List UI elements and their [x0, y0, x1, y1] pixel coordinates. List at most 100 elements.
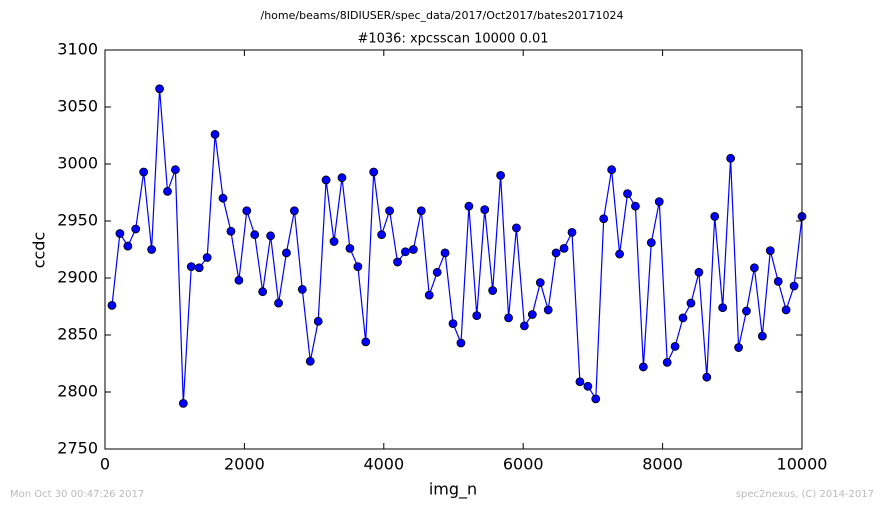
data-point [186, 262, 196, 272]
data-point [480, 205, 490, 215]
data-point [710, 212, 720, 221]
plot-frame [104, 49, 803, 450]
data-point [353, 262, 363, 272]
data-point [781, 305, 791, 315]
data-point [686, 298, 696, 308]
data-point [337, 173, 347, 183]
data-point [591, 394, 601, 404]
data-point [535, 278, 545, 287]
data-point [551, 248, 561, 258]
data-point [543, 305, 553, 315]
y-tick-label: 2750 [57, 439, 98, 458]
data-point [258, 287, 268, 297]
data-point [107, 300, 117, 310]
data-point [757, 331, 767, 341]
data-point [305, 356, 315, 366]
data-point [456, 338, 466, 348]
x-tick-label: 2000 [224, 455, 265, 474]
data-point [361, 337, 371, 347]
data-point [623, 189, 632, 199]
data-point [393, 257, 402, 267]
data-point [123, 241, 133, 251]
data-point [765, 246, 775, 256]
data-point [432, 267, 442, 277]
data-point [202, 253, 212, 262]
data-point [646, 238, 656, 248]
data-point [575, 377, 585, 387]
data-point [234, 275, 244, 285]
data-point [512, 223, 521, 233]
x-tick-label: 8000 [642, 455, 683, 474]
x-tick-label: 6000 [503, 455, 544, 474]
data-point [155, 84, 164, 94]
data-point [147, 245, 157, 254]
data-point [163, 186, 172, 196]
y-tick-label: 3050 [57, 97, 98, 116]
data-point [749, 263, 759, 273]
data-point [615, 249, 624, 259]
data-point [488, 286, 498, 295]
data-point [519, 321, 529, 331]
x-tick-label: 4000 [363, 455, 404, 474]
data-point [194, 263, 204, 273]
data-point [329, 237, 339, 246]
x-axis-label: img_n [429, 480, 477, 500]
data-point [369, 167, 379, 177]
data-point [670, 341, 680, 351]
data-point [694, 267, 704, 277]
suptitle: /home/beams/8IDIUSER/spec_data/2017/Oct2… [261, 9, 624, 22]
data-point [408, 245, 418, 254]
data-point [583, 381, 593, 391]
y-tick-label: 2950 [57, 211, 98, 230]
data-point [607, 165, 617, 175]
data-point [115, 229, 125, 238]
chart-title: #1036: xpcsscan 10000 0.01 [357, 32, 548, 47]
data-point [773, 277, 783, 286]
data-point [282, 248, 291, 258]
data-point [242, 206, 252, 216]
data-point [139, 167, 149, 177]
data-point [472, 311, 482, 321]
data-point [210, 129, 220, 139]
data-point [718, 303, 728, 313]
data-point [742, 306, 751, 316]
data-point [313, 316, 323, 326]
data-point [289, 206, 299, 216]
y-tick-label: 3100 [57, 40, 98, 59]
data-point [789, 281, 799, 291]
data-point [345, 243, 355, 253]
data-point [401, 247, 410, 257]
data-point [638, 362, 648, 372]
data-point [464, 201, 474, 211]
data-point [678, 313, 688, 323]
x-tick-label: 10000 [777, 455, 828, 474]
data-point [448, 319, 458, 329]
data-point [377, 230, 387, 240]
data-point [567, 227, 577, 237]
data-point [131, 224, 141, 234]
data-point [178, 398, 188, 408]
data-point [266, 231, 276, 241]
data-point [274, 298, 283, 308]
data-point [226, 226, 236, 236]
data-point [631, 201, 640, 211]
data-point [504, 313, 513, 323]
data-point [170, 165, 180, 175]
y-tick-label: 3000 [57, 154, 98, 173]
data-point [416, 206, 426, 216]
data-point [385, 206, 394, 216]
data-point [734, 343, 743, 352]
y-axis-label: ccdc [30, 232, 49, 269]
data-point [726, 153, 736, 163]
x-tick-label: 0 [100, 455, 110, 474]
footer-right: spec2nexus, (C) 2014-2017 [736, 489, 874, 500]
y-tick-label: 2800 [57, 382, 98, 401]
data-line [111, 88, 803, 404]
data-point [654, 197, 664, 207]
data-point [321, 175, 331, 185]
data-point [496, 170, 506, 180]
data-point [218, 193, 228, 203]
data-point [424, 290, 434, 300]
data-point [527, 310, 537, 319]
